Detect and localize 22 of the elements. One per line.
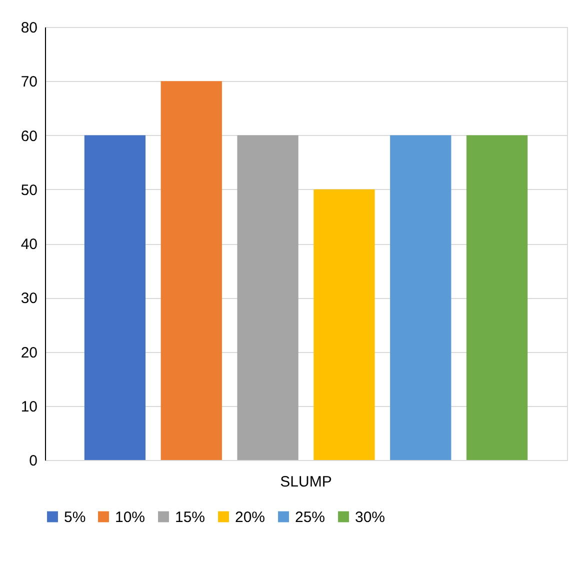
- legend-label: 30%: [355, 508, 386, 526]
- bar: [466, 135, 528, 460]
- y-tick-label: 40: [20, 236, 38, 253]
- y-tick-label: 60: [20, 128, 38, 145]
- bar: [314, 189, 375, 460]
- legend-label: 5%: [64, 508, 86, 526]
- y-tick-label: 70: [20, 74, 38, 91]
- x-tick-label: SLUMP: [280, 474, 332, 490]
- y-tick-label: 50: [20, 182, 38, 199]
- y-tick-label: 10: [20, 398, 38, 416]
- legend-label: 25%: [295, 508, 326, 526]
- legend-label: 10%: [115, 508, 146, 526]
- y-tick-label: 80: [20, 20, 38, 36]
- bar: [390, 135, 452, 460]
- y-tick-label: 30: [20, 290, 38, 308]
- legend-label: 20%: [235, 508, 266, 526]
- y-tick-label: 20: [20, 344, 38, 362]
- bar: [84, 135, 146, 460]
- bar: [160, 81, 222, 460]
- bar: [237, 135, 298, 460]
- legend-label: 15%: [175, 508, 206, 526]
- y-tick-label: 0: [29, 452, 38, 470]
